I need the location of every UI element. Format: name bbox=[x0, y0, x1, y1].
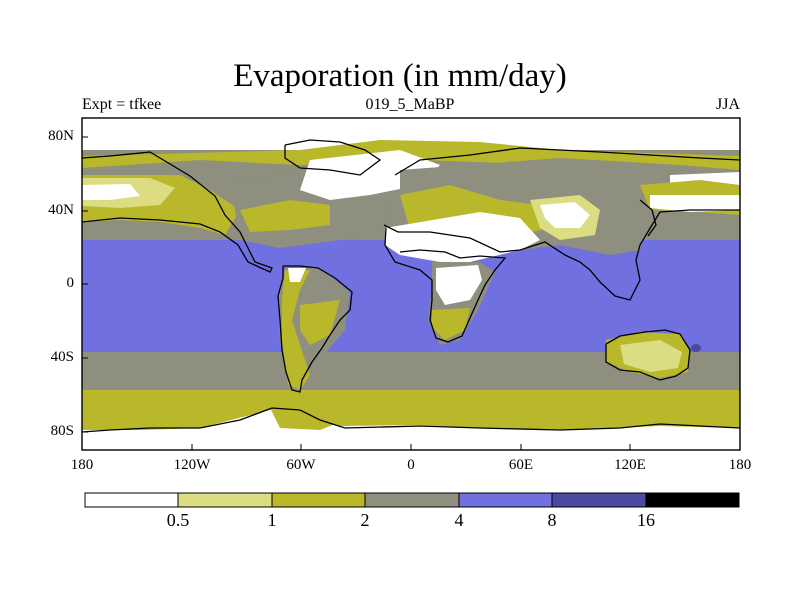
axis-ticks bbox=[81, 136, 741, 450]
colorbar-label-16: 16 bbox=[637, 510, 655, 530]
y-tick-80n: 80N bbox=[48, 128, 74, 144]
coast-south-america bbox=[277, 265, 353, 393]
coast-greenland bbox=[284, 139, 382, 176]
east-asia-white bbox=[650, 195, 740, 212]
coast-europe-asia-south bbox=[383, 209, 740, 301]
y-tick-0: 0 bbox=[66, 275, 75, 291]
chart-title: Evaporation (in mm/day) bbox=[233, 58, 567, 94]
colorbar-box-7 bbox=[645, 492, 740, 508]
band-tropics-blue bbox=[82, 240, 740, 352]
y-tick-40s: 40S bbox=[50, 349, 74, 365]
colorbar-box-3 bbox=[271, 492, 366, 508]
central-asia-white bbox=[540, 202, 590, 228]
experiment-label: Expt = tfkee bbox=[82, 96, 162, 113]
x-tick-180-west: 180 bbox=[70, 457, 94, 473]
coast-north-america bbox=[82, 151, 273, 273]
colorbar-label-4: 4 bbox=[454, 510, 464, 530]
x-tick-120e: 120E bbox=[614, 457, 646, 473]
coastlines bbox=[82, 139, 740, 433]
evaporation-field bbox=[82, 118, 740, 450]
season-label: JJA bbox=[715, 96, 740, 113]
colorbar-box-6 bbox=[551, 492, 647, 508]
y-tick-40n: 40N bbox=[48, 202, 74, 218]
colorbar-label-2: 2 bbox=[360, 510, 370, 530]
colorbar-box-1 bbox=[84, 492, 179, 508]
period-label: 019_5_MaBP bbox=[365, 96, 455, 113]
coast-japan bbox=[639, 199, 657, 237]
south-africa-olive bbox=[432, 308, 470, 340]
africa-white bbox=[436, 265, 482, 305]
y-tick-80s: 80S bbox=[50, 423, 74, 439]
north-america-white bbox=[82, 184, 140, 200]
australia-lightyellow bbox=[620, 340, 682, 372]
north-atlantic-olive bbox=[240, 200, 330, 232]
x-tick-60w: 60W bbox=[286, 457, 316, 473]
south-america-olive bbox=[282, 270, 310, 390]
colorbar-box-2 bbox=[177, 492, 273, 508]
band-south-olive bbox=[82, 390, 740, 430]
amazon-olive bbox=[300, 300, 340, 345]
colorbar-label-0-5: 0.5 bbox=[166, 510, 190, 530]
andes-white bbox=[288, 268, 306, 282]
coast-africa bbox=[384, 227, 507, 343]
colorbar-label-1: 1 bbox=[267, 510, 277, 530]
antarctica-white bbox=[82, 410, 740, 450]
colorbar bbox=[84, 492, 740, 508]
x-tick-120w: 120W bbox=[173, 457, 211, 473]
colorbar-label-8: 8 bbox=[547, 510, 557, 530]
x-tick-0: 0 bbox=[407, 457, 415, 473]
x-tick-60e: 60E bbox=[508, 457, 534, 473]
colorbar-box-5 bbox=[458, 492, 553, 508]
antarctica-olive-coast bbox=[270, 405, 345, 430]
coast-antarctica bbox=[82, 407, 740, 433]
colorbar-box-4 bbox=[364, 492, 460, 508]
coast-australia bbox=[605, 329, 691, 381]
x-tick-180-east: 180 bbox=[728, 457, 752, 473]
tasman-dark-blue bbox=[691, 344, 701, 352]
coast-eurasia bbox=[394, 147, 740, 176]
arctic-white bbox=[82, 118, 740, 150]
